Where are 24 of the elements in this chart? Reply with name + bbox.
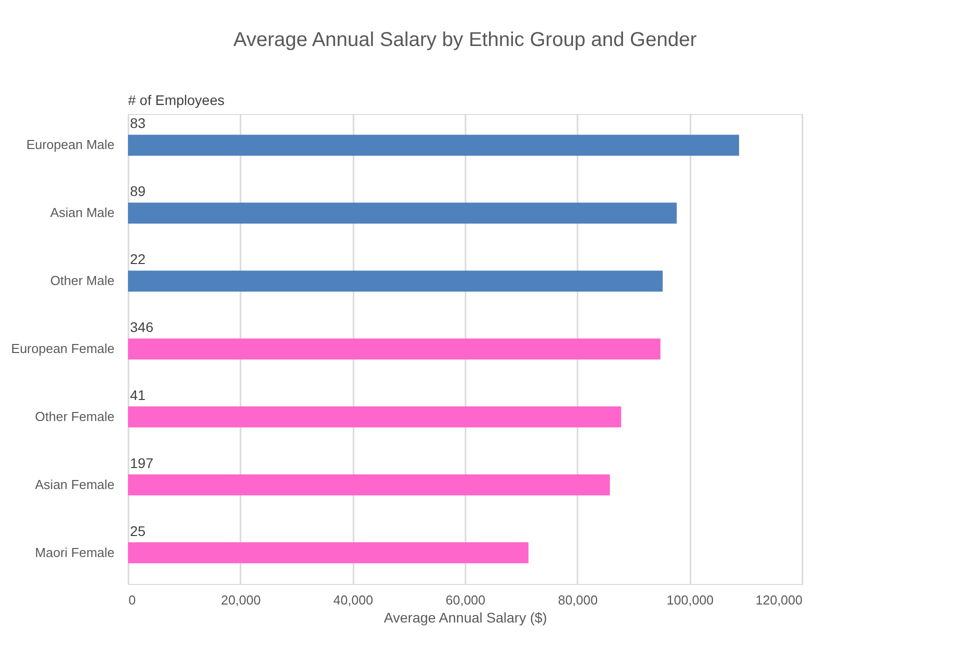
annotation: 197: [130, 454, 154, 471]
x-tick-label: 0: [128, 592, 136, 608]
annotation: 25: [130, 522, 146, 539]
y-tick-label: Asian Female: [35, 476, 114, 492]
y-tick-label: Asian Male: [50, 205, 114, 220]
x-tick-label: 60,000: [446, 592, 486, 608]
annotation: 22: [130, 251, 146, 268]
annotation: 89: [130, 183, 146, 200]
y-axis-title: # of Employees: [128, 92, 224, 108]
y-tick-label: European Male: [26, 137, 114, 152]
y-tick-label: Other Male: [50, 273, 114, 288]
y-tick-label: Maori Female: [35, 544, 114, 560]
x-tick-label: 100,000: [666, 592, 714, 608]
y-tick-label: European Female: [11, 341, 114, 356]
chart-title: Average Annual Salary by Ethnic Group and Gender: [233, 29, 697, 51]
y-tick-label: Other Female: [35, 408, 114, 424]
annotation: 83: [130, 115, 146, 132]
x-tick-label: 20,000: [220, 592, 261, 608]
x-tick-label: 120,000: [756, 592, 802, 608]
annotation: 41: [130, 386, 146, 403]
x-tick-label: 40,000: [333, 592, 374, 608]
annotation: 346: [130, 319, 154, 335]
x-axis-title: Average Annual Salary ($): [384, 610, 548, 626]
x-tick-label: 80,000: [558, 592, 598, 608]
